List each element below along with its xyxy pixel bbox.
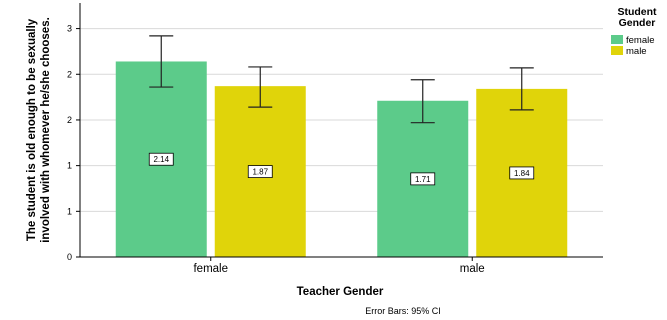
y-tick-label: 0 <box>67 252 72 262</box>
y-tick-label: 1 <box>67 161 72 171</box>
data-label-box <box>509 166 535 180</box>
x-axis-title: Teacher Gender <box>297 286 384 298</box>
x-tick-label: male <box>460 263 485 275</box>
data-label-box <box>410 172 436 186</box>
legend-swatch-male <box>611 46 623 55</box>
y-tick-label: 2 <box>67 115 72 125</box>
x-tick-label: female <box>193 263 228 275</box>
y-axis-title-line-2: involved with whomever he/she chooses. <box>40 17 52 243</box>
legend-title-line-1: Student <box>617 6 657 18</box>
bars <box>115 61 568 258</box>
y-tick-labels: 0 1 1 2 2 3 <box>67 24 80 262</box>
error-bars-footnote: Error Bars: 95% CI <box>365 306 441 316</box>
data-label-box <box>148 152 174 166</box>
data-label: 1.87 <box>252 168 268 177</box>
y-tick-label: 3 <box>67 24 72 34</box>
data-label-box <box>247 165 273 178</box>
error-bars <box>149 35 534 124</box>
data-label: 1.71 <box>415 175 431 184</box>
data-labels: 2.14 1.87 1.71 1.84 <box>148 152 535 186</box>
legend-label-female: female <box>626 35 655 46</box>
data-label: 1.84 <box>514 169 530 178</box>
y-tick-label: 1 <box>67 206 72 216</box>
x-tick-labels: female male <box>193 257 485 275</box>
legend-label-male: male <box>626 46 647 57</box>
axes <box>79 3 603 258</box>
data-label: 2.14 <box>153 155 169 164</box>
legend-swatch-female <box>611 35 623 44</box>
legend-title-line-2: Gender <box>619 17 656 29</box>
y-tick-label: 2 <box>67 69 72 79</box>
y-axis-title-line-1: The student is old enough to be sexually <box>26 18 38 241</box>
